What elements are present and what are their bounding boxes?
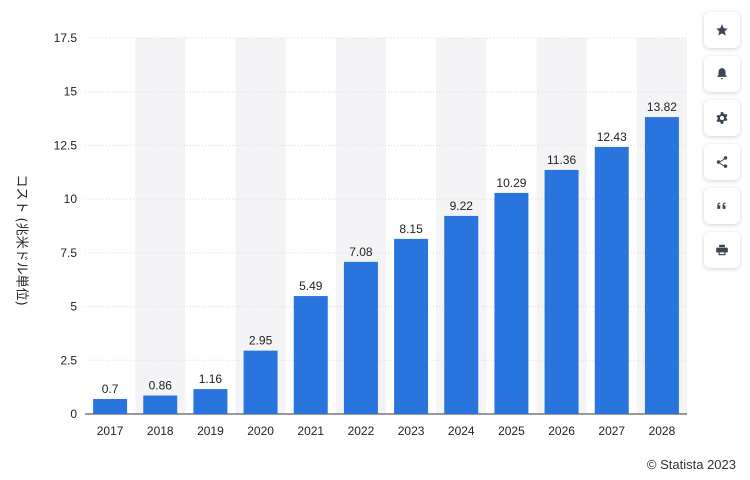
- x-tick-label: 2027: [598, 424, 625, 438]
- chart-toolbar: [704, 12, 740, 268]
- data-label: 11.36: [547, 153, 576, 167]
- y-tick-label: 2.5: [60, 353, 77, 367]
- cite-button[interactable]: [704, 188, 740, 224]
- background-band: [135, 38, 186, 414]
- data-label: 7.08: [349, 245, 373, 259]
- star-icon: [716, 24, 728, 36]
- bar: [544, 169, 579, 414]
- data-label: 12.43: [597, 130, 627, 144]
- bar: [644, 117, 679, 414]
- bar-chart: 0 2.5 5 7.5 10 12.5 15 17.5 0.7 2017 0.86 2018 1.16 2…: [54, 31, 687, 438]
- x-tick-label: 2020: [247, 424, 274, 438]
- x-tick-label: 2017: [97, 424, 124, 438]
- notification-button[interactable]: [704, 56, 740, 92]
- x-tick-label: 2019: [197, 424, 224, 438]
- y-tick-label: 12.5: [54, 138, 78, 152]
- bar: [243, 350, 278, 414]
- y-tick-label: 0: [70, 407, 77, 421]
- share-icon: [716, 156, 728, 168]
- data-label: 0.7: [102, 382, 119, 396]
- y-axis-title-wrap: コスト (兆米ドル単位): [8, 150, 38, 330]
- y-tick-label: 15: [64, 85, 78, 99]
- x-tick-label: 2022: [348, 424, 375, 438]
- bar: [444, 215, 479, 414]
- x-tick-label: 2018: [147, 424, 174, 438]
- bar: [394, 238, 429, 414]
- data-label: 8.15: [399, 222, 423, 236]
- x-tick-label: 2024: [448, 424, 475, 438]
- gear-icon: [716, 112, 728, 124]
- data-label: 1.16: [199, 372, 223, 386]
- copyright-credit: © Statista 2023: [646, 457, 736, 472]
- x-tick-label: 2021: [297, 424, 324, 438]
- bar: [494, 192, 529, 414]
- y-axis-title: コスト (兆米ドル単位): [13, 174, 29, 306]
- quote-icon: [717, 202, 726, 209]
- y-tick-label: 5: [70, 300, 77, 314]
- share-button[interactable]: [704, 144, 740, 180]
- x-tick-label: 2028: [649, 424, 676, 438]
- bell-icon: [717, 68, 727, 80]
- data-label: 0.86: [149, 379, 173, 393]
- bar: [193, 389, 228, 414]
- data-label: 10.29: [496, 176, 526, 190]
- print-button[interactable]: [704, 232, 740, 268]
- bar: [143, 395, 178, 414]
- data-label: 2.95: [249, 334, 273, 348]
- settings-button[interactable]: [704, 100, 740, 136]
- data-label: 5.49: [299, 279, 323, 293]
- y-tick-label: 17.5: [54, 31, 78, 45]
- x-tick-label: 2023: [398, 424, 425, 438]
- data-label: 9.22: [450, 199, 474, 213]
- bar: [594, 146, 629, 415]
- x-tick-label: 2025: [498, 424, 525, 438]
- x-tick-label: 2026: [548, 424, 575, 438]
- favorite-button[interactable]: [704, 12, 740, 48]
- print-icon: [716, 244, 728, 256]
- bar: [293, 296, 328, 414]
- bar: [343, 261, 378, 414]
- y-tick-label: 7.5: [60, 246, 77, 260]
- bar: [93, 398, 128, 414]
- data-label: 13.82: [647, 100, 677, 114]
- y-tick-label: 10: [64, 192, 78, 206]
